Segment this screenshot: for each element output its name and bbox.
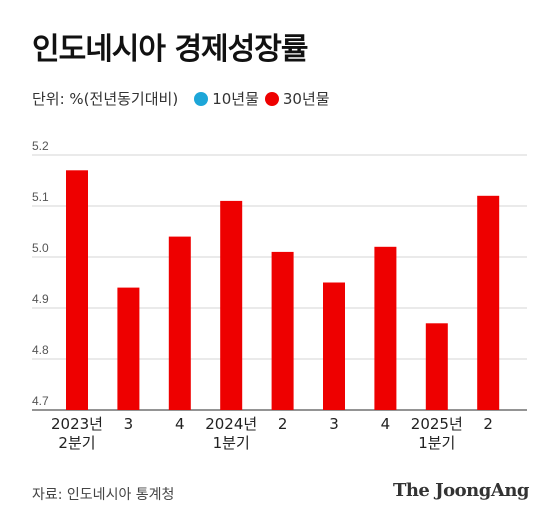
x-tick-label: 2025년: [411, 415, 463, 433]
brand-logo: The JoongAng: [392, 480, 530, 501]
x-tick-label: 2분기: [58, 434, 95, 452]
legend: 단위: %(전년동기대비) 10년물 30년물: [32, 88, 330, 109]
bar: [220, 200, 243, 410]
x-tick-label: 1분기: [418, 434, 455, 452]
bar: [425, 323, 448, 410]
bar: [323, 282, 345, 410]
bar: [477, 195, 500, 410]
legend-item-10y: 10년물: [188, 88, 259, 109]
x-tick-label: 1분기: [213, 434, 250, 452]
x-tick-label: 3: [329, 415, 339, 433]
legend-label: 10년물: [212, 90, 259, 108]
legend-dot-icon: [264, 91, 279, 106]
bar: [168, 236, 191, 410]
x-tick-label: 4: [175, 415, 185, 433]
y-tick-label: 4.7: [32, 394, 49, 408]
x-tick-label: 3: [124, 415, 134, 433]
legend-item-30y: 30년물: [259, 88, 330, 109]
y-tick-label: 5.1: [32, 190, 49, 204]
x-tick-label: 4: [381, 415, 391, 433]
y-tick-label: 4.9: [32, 292, 49, 306]
unit-label: 단위: %(전년동기대비): [32, 90, 179, 108]
x-tick-label: 2024년: [205, 415, 257, 433]
bar: [117, 287, 140, 410]
y-tick-label: 4.8: [32, 343, 49, 357]
y-tick-label: 5.2: [32, 139, 49, 153]
x-tick-label: 2023년: [51, 415, 103, 433]
legend-label: 30년물: [282, 90, 330, 108]
x-tick-label: 2: [278, 415, 288, 433]
legend-dot-icon: [194, 91, 209, 106]
bar: [374, 246, 397, 410]
bar: [271, 251, 294, 410]
y-tick-label: 5.0: [32, 241, 49, 255]
source-note: 자료: 인도네시아 통계청: [32, 487, 175, 503]
bar: [66, 170, 88, 410]
chart-title: 인도네시아 경제성장률: [32, 32, 308, 67]
x-tick-label: 2: [483, 415, 493, 433]
